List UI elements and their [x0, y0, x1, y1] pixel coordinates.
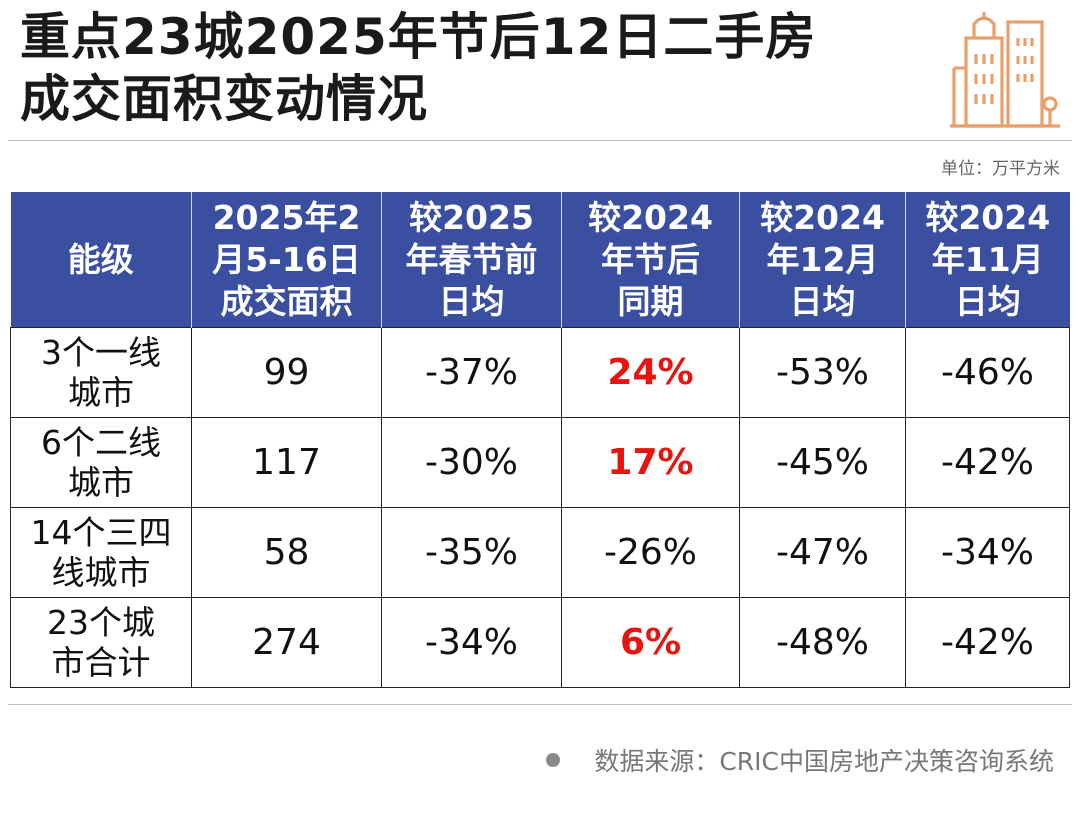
table-row: 6个二线 城市 117 -30% 17% -45% -42%	[10, 417, 1070, 508]
title-line-2: 成交面积变动情况	[20, 70, 428, 128]
cell-vs-2024-same: 17%	[561, 417, 740, 508]
cell-level: 3个一线 城市	[10, 327, 192, 418]
bullet-dot-icon	[546, 753, 561, 767]
header-level: 能级	[10, 192, 192, 328]
header-vs-nov: 较2024 年11月 日均	[905, 192, 1070, 328]
cell-vs-dec: -53%	[739, 327, 906, 418]
source-text: 数据来源：CRIC中国房地产决策咨询系统	[594, 747, 1054, 776]
top-divider	[8, 140, 1072, 141]
table-row: 23个城 市合计 274 -34% 6% -48% -42%	[10, 597, 1070, 688]
cell-vs-2024-same: 6%	[561, 597, 740, 688]
cell-vs-nov: -46%	[905, 327, 1070, 418]
title-line-1: 重点23城2025年节后12日二手房	[20, 8, 817, 66]
cell-level: 14个三四 线城市	[10, 507, 192, 598]
header-area: 2025年2 月5-16日 成交面积	[191, 192, 382, 328]
cell-vs-pre-festival: -35%	[381, 507, 562, 598]
header-vs-dec: 较2024 年12月 日均	[739, 192, 906, 328]
cell-vs-nov: -42%	[905, 597, 1070, 688]
cell-vs-pre-festival: -34%	[381, 597, 562, 688]
cell-area: 274	[191, 597, 382, 688]
cell-area: 99	[191, 327, 382, 418]
page-title: 重点23城2025年节后12日二手房 成交面积变动情况	[20, 6, 816, 130]
city-buildings-icon	[950, 12, 1060, 128]
table-row: 3个一线 城市 99 -37% 24% -53% -46%	[10, 327, 1070, 418]
header-vs-2024-same-period: 较2024 年节后 同期	[561, 192, 740, 328]
cell-vs-dec: -47%	[739, 507, 906, 598]
cell-vs-2024-same: -26%	[561, 507, 740, 598]
table-header-row: 能级 2025年2 月5-16日 成交面积 较2025 年春节前 日均 较2024 年节后…	[10, 192, 1070, 328]
bottom-divider	[8, 704, 1072, 705]
header-vs-pre-festival: 较2025 年春节前 日均	[381, 192, 562, 328]
cell-vs-2024-same: 24%	[561, 327, 740, 418]
unit-label: 单位：万平方米	[941, 159, 1060, 179]
source-note: 数据来源：CRIC中国房地产决策咨询系统	[546, 742, 1054, 778]
cell-vs-dec: -45%	[739, 417, 906, 508]
cell-vs-pre-festival: -30%	[381, 417, 562, 508]
cell-vs-nov: -42%	[905, 417, 1070, 508]
cell-level: 23个城 市合计	[10, 597, 192, 688]
cell-vs-dec: -48%	[739, 597, 906, 688]
data-table: 能级 2025年2 月5-16日 成交面积 较2025 年春节前 日均 较2024 年节后…	[10, 192, 1070, 688]
cell-vs-pre-festival: -37%	[381, 327, 562, 418]
cell-level: 6个二线 城市	[10, 417, 192, 508]
cell-area: 117	[191, 417, 382, 508]
table-row: 14个三四 线城市 58 -35% -26% -47% -34%	[10, 507, 1070, 598]
cell-vs-nov: -34%	[905, 507, 1070, 598]
cell-area: 58	[191, 507, 382, 598]
